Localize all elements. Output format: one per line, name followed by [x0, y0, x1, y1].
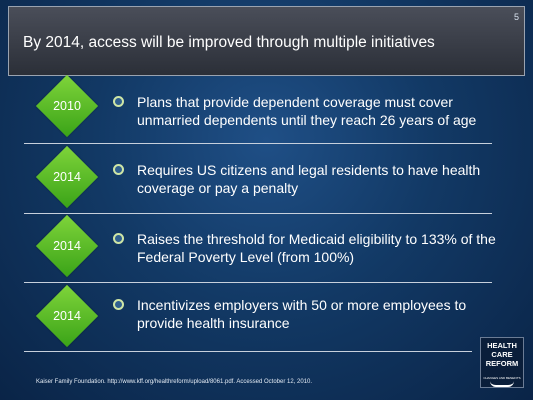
slide-title: By 2014, access will be improved through… — [23, 34, 435, 51]
initiative-text: Raises the threshold for Medicaid eligib… — [137, 231, 496, 265]
initiative-text: Plans that provide dependent coverage mu… — [137, 94, 477, 128]
bullet-icon — [113, 233, 124, 244]
year-diamond: 2010 — [35, 74, 99, 138]
year-diamond: 2014 — [35, 145, 99, 209]
divider — [24, 282, 492, 283]
divider — [24, 351, 472, 352]
initiative-row: 2014 Raises the threshold for Medicaid e… — [0, 212, 533, 282]
initiative-row: 2010 Plans that provide dependent covera… — [0, 72, 533, 142]
year-label: 2014 — [53, 309, 81, 323]
year-label: 2014 — [53, 239, 81, 253]
bullet-icon — [113, 299, 124, 310]
logo-subtitle: CHANGES AND BENEFITS — [483, 376, 521, 380]
initiative-text: Requires US citizens and legal residents… — [137, 162, 481, 196]
logo-line: REFORM — [485, 359, 519, 368]
health-care-reform-logo: HEALTH CARE REFORM CHANGES AND BENEFITS — [480, 337, 524, 388]
hand-icon — [490, 381, 514, 387]
bullet-icon — [113, 96, 124, 107]
year-label: 2010 — [53, 99, 81, 113]
initiative-row: 2014 Incentivizes employers with 50 or m… — [0, 282, 533, 352]
bullet-icon — [113, 164, 124, 175]
title-bar: By 2014, access will be improved through… — [8, 6, 525, 76]
divider — [24, 213, 492, 214]
logo-line: HEALTH — [487, 341, 517, 350]
footer-citation: Kaiser Family Foundation. http://www.kff… — [36, 379, 313, 385]
logo-line: CARE — [491, 350, 513, 359]
page-number: 5 — [513, 12, 519, 22]
year-label: 2014 — [53, 170, 81, 184]
initiative-text: Incentivizes employers with 50 or more e… — [137, 297, 467, 331]
year-diamond: 2014 — [35, 284, 99, 348]
year-diamond: 2014 — [35, 214, 99, 278]
divider — [24, 143, 492, 144]
initiative-row: 2014 Requires US citizens and legal resi… — [0, 143, 533, 213]
